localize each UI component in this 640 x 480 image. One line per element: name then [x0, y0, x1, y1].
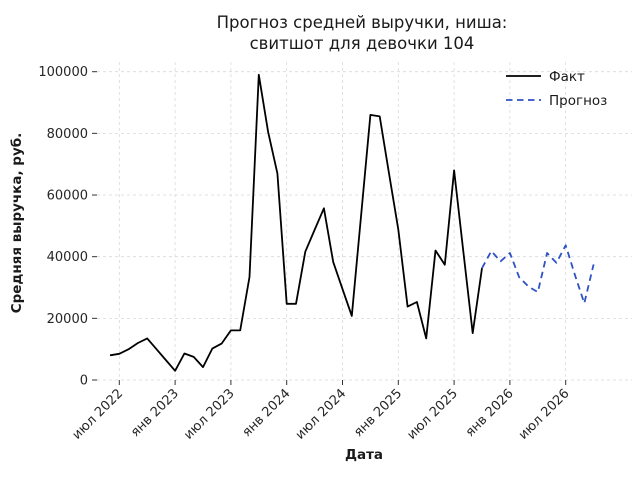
fact-line	[109, 73, 483, 372]
forecast-line	[481, 244, 595, 305]
grid-lines	[97, 62, 632, 381]
legend: Факт Прогноз	[506, 69, 607, 109]
x-tick-label: янв 2026	[463, 386, 517, 440]
chart-title: Прогноз средней выручки, ниша: свитшот д…	[217, 13, 508, 53]
x-tick-label: июл 2025	[404, 386, 461, 443]
x-tick-label: янв 2024	[240, 386, 294, 440]
y-tick-label: 40000	[47, 250, 88, 265]
axis-ticks	[92, 71, 567, 385]
data-series	[109, 73, 595, 372]
legend-forecast-label: Прогноз	[549, 93, 607, 109]
y-tick-label: 20000	[47, 312, 88, 327]
y-axis-label: Средняя выручка, руб.	[9, 133, 25, 314]
x-axis-label: Дата	[345, 447, 383, 463]
y-tick-label: 100000	[38, 65, 88, 80]
x-tick-label: июл 2023	[181, 386, 238, 443]
x-tick-label: июл 2022	[70, 386, 127, 443]
x-tick-label: янв 2025	[351, 386, 405, 440]
chart-title-line-1: Прогноз средней выручки, ниша:	[217, 13, 508, 32]
y-tick-label: 0	[80, 374, 88, 389]
x-tick-label: июл 2024	[293, 386, 350, 443]
y-tick-label: 60000	[47, 189, 88, 204]
chart-title-line-2: свитшот для девочки 104	[250, 34, 475, 53]
y-tick-label: 80000	[47, 127, 88, 142]
x-tick-label: янв 2023	[128, 386, 182, 440]
x-tick-label: июл 2026	[516, 386, 573, 443]
legend-fact-label: Факт	[549, 69, 585, 85]
